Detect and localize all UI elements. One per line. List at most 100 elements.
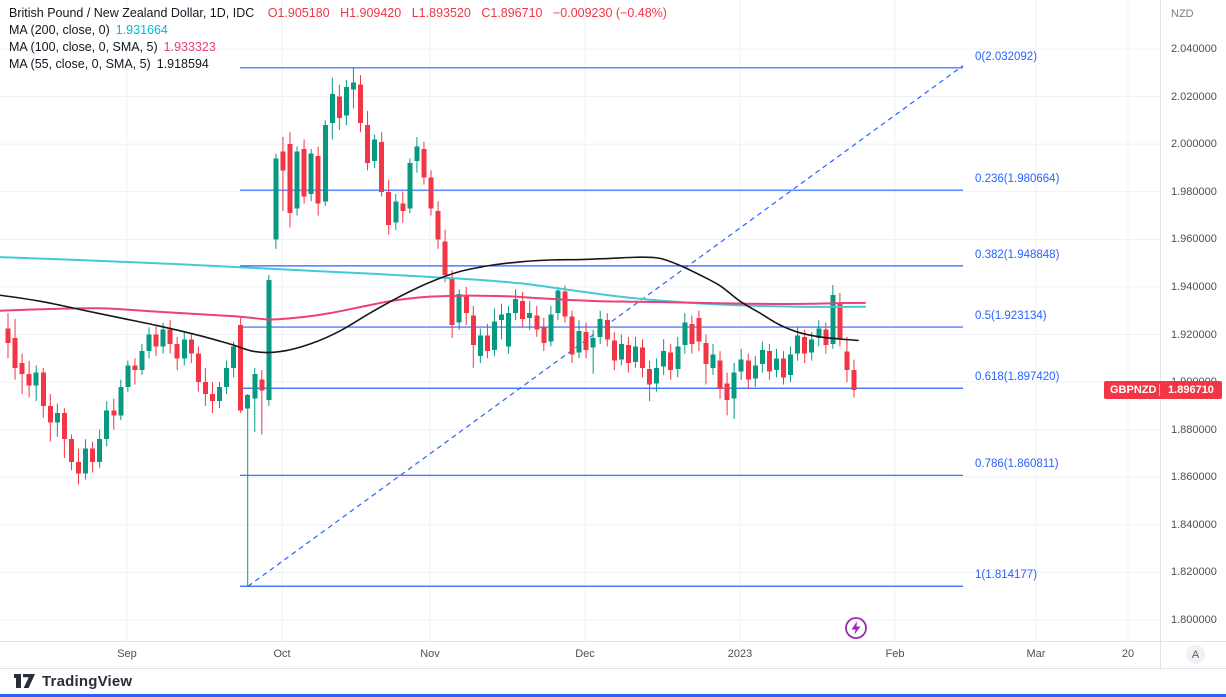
candle-body — [252, 373, 258, 399]
tradingview-logo-text: TradingView — [42, 672, 133, 690]
candle-body — [329, 94, 335, 123]
candlestick-chart[interactable] — [0, 0, 1160, 641]
fib-level-label: 0(2.032092) — [975, 50, 1038, 63]
candle-body — [97, 439, 103, 462]
candle-body — [449, 277, 455, 325]
candle-body — [132, 365, 138, 371]
tradingview-logo-icon — [14, 674, 35, 688]
candle-body — [308, 153, 314, 195]
candle-body — [456, 294, 462, 323]
price-tick-label: 1.940000 — [1171, 280, 1217, 293]
ma100-legend-row[interactable]: MA (100, close, 0, SMA, 5) 1.933323 — [9, 39, 674, 56]
candle-body — [576, 330, 582, 353]
time-axis[interactable]: Sep Oct Nov Dec 2023 Feb Mar 20 — [0, 642, 1160, 668]
candle-body — [217, 386, 222, 402]
candle-body — [393, 201, 399, 223]
ma200-legend-row[interactable]: MA (200, close, 0) 1.931664 — [9, 22, 674, 39]
ohlc-open: O1.905180 — [267, 6, 330, 20]
axis-corner: A — [1161, 642, 1226, 668]
footer-divider — [0, 668, 1226, 669]
axis-currency-label: NZD — [1171, 8, 1194, 20]
ma55-value: 1.918594 — [156, 57, 209, 71]
fib-level-label: 0.236(1.980664) — [975, 173, 1060, 186]
candle-body — [5, 328, 11, 343]
candle-body — [668, 352, 674, 371]
candle-body — [604, 320, 610, 340]
candle-body — [245, 395, 251, 409]
tradingview-logo[interactable]: TradingView — [13, 672, 132, 690]
price-tick-label: 1.920000 — [1171, 328, 1217, 341]
candle-body — [414, 146, 420, 161]
time-tick-label: Feb — [885, 648, 905, 660]
price-tick-label: 2.000000 — [1171, 138, 1217, 151]
candle-body — [484, 335, 490, 352]
candle-body — [372, 139, 378, 161]
candle-body — [195, 353, 201, 383]
candle-body — [597, 319, 603, 337]
candle-body — [68, 439, 74, 462]
badge-price: 1.896710 — [1159, 384, 1222, 396]
time-tick-label: Mar — [1026, 648, 1046, 660]
candle-body — [188, 339, 194, 354]
price-tick-label: 1.840000 — [1171, 518, 1217, 531]
candle-body — [710, 354, 716, 368]
time-tick-label: 2023 — [727, 648, 753, 660]
candle-body — [421, 148, 427, 178]
candle-body — [541, 327, 547, 343]
time-tick-label: 20 — [1121, 648, 1135, 660]
candle-body — [125, 365, 131, 387]
ma55-legend-row[interactable]: MA (55, close, 0, SMA, 5) 1.918594 — [9, 56, 674, 73]
candle-body — [661, 351, 667, 367]
candle-body — [675, 346, 681, 369]
price-tick-label: 2.020000 — [1171, 90, 1217, 103]
candle-body — [266, 279, 272, 400]
ma55-label: MA (55, close, 0, SMA, 5) — [9, 57, 151, 71]
symbol-header-row[interactable]: British Pound / New Zealand Dollar, 1D, … — [9, 5, 674, 22]
candle-body — [90, 448, 96, 462]
symbol-title: British Pound / New Zealand Dollar, 1D, … — [9, 6, 255, 20]
time-tick-label: Oct — [273, 648, 291, 660]
time-tick-label: Dec — [575, 648, 595, 660]
price-tick-label: 1.980000 — [1171, 185, 1217, 198]
ma100-label: MA (100, close, 0, SMA, 5) — [9, 40, 158, 54]
auto-scale-button[interactable]: A — [1186, 645, 1205, 664]
ma100-line — [0, 294, 866, 321]
footer: TradingView — [0, 669, 1226, 695]
price-axis[interactable]: NZD 2.040000 2.020000 2.000000 1.980000 1.96… — [1161, 0, 1226, 641]
ohlc-close: C1.896710 — [481, 6, 543, 20]
candle-body — [766, 351, 772, 372]
candle-body — [111, 410, 117, 416]
candle-body — [759, 349, 765, 365]
candle-body — [555, 290, 561, 314]
candle-body — [520, 301, 526, 320]
candle-body — [47, 405, 53, 423]
candle-body — [809, 339, 815, 353]
ohlc-change: −0.009230 (−0.48%) — [552, 6, 667, 20]
candle-body — [802, 336, 808, 354]
chart-legend: British Pound / New Zealand Dollar, 1D, … — [9, 5, 674, 73]
price-tick-label: 1.960000 — [1171, 233, 1217, 246]
fib-level-label: 1(1.814177) — [975, 569, 1038, 582]
candle-body — [795, 335, 801, 354]
candle-body — [781, 358, 786, 378]
candle-body — [562, 291, 568, 317]
ma200-label: MA (200, close, 0) — [9, 23, 110, 37]
candle-body — [104, 410, 110, 440]
candle-body — [491, 321, 497, 350]
candle-body — [851, 369, 857, 390]
fib-level-label: 0.382(1.948848) — [975, 248, 1060, 261]
candle-body — [788, 354, 794, 375]
chart-plot-area[interactable]: 0(2.032092) 0.236(1.980664) 0.382(1.948848… — [0, 0, 1160, 641]
candle-body — [273, 158, 279, 240]
candle-body — [224, 367, 230, 387]
candle-body — [837, 303, 843, 340]
candle-body — [322, 125, 328, 202]
candle-body — [12, 338, 18, 368]
candle-body — [632, 346, 638, 362]
price-tick-label: 1.880000 — [1171, 423, 1217, 436]
candle-body — [181, 339, 187, 359]
candle-body — [428, 177, 434, 209]
candle-body — [19, 363, 25, 374]
candle-body — [534, 315, 540, 330]
candle-body — [463, 296, 469, 314]
